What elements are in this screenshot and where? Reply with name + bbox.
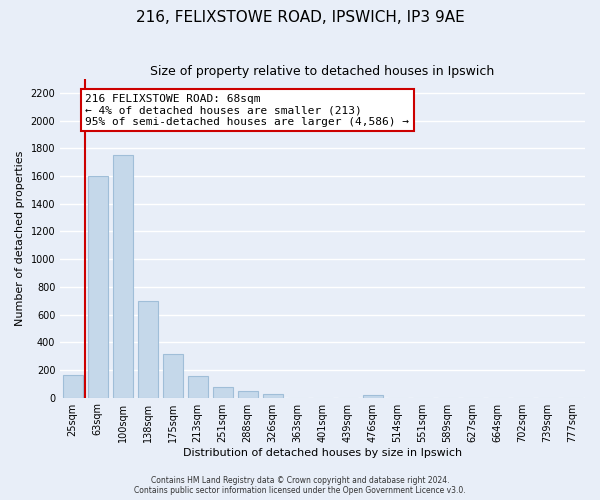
Bar: [88, 176, 107, 398]
Bar: [137, 300, 158, 398]
X-axis label: Distribution of detached houses by size in Ipswich: Distribution of detached houses by size …: [183, 448, 462, 458]
Bar: [263, 394, 283, 398]
Bar: [238, 392, 257, 398]
Bar: [163, 354, 182, 398]
Text: 216 FELIXSTOWE ROAD: 68sqm
← 4% of detached houses are smaller (213)
95% of semi: 216 FELIXSTOWE ROAD: 68sqm ← 4% of detac…: [85, 94, 409, 127]
Bar: [188, 376, 208, 398]
Title: Size of property relative to detached houses in Ipswich: Size of property relative to detached ho…: [151, 65, 495, 78]
Bar: [212, 386, 233, 398]
Text: 216, FELIXSTOWE ROAD, IPSWICH, IP3 9AE: 216, FELIXSTOWE ROAD, IPSWICH, IP3 9AE: [136, 10, 464, 25]
Text: Contains HM Land Registry data © Crown copyright and database right 2024.
Contai: Contains HM Land Registry data © Crown c…: [134, 476, 466, 495]
Bar: [62, 376, 83, 398]
Bar: [362, 395, 383, 398]
Bar: [113, 156, 133, 398]
Y-axis label: Number of detached properties: Number of detached properties: [15, 150, 25, 326]
